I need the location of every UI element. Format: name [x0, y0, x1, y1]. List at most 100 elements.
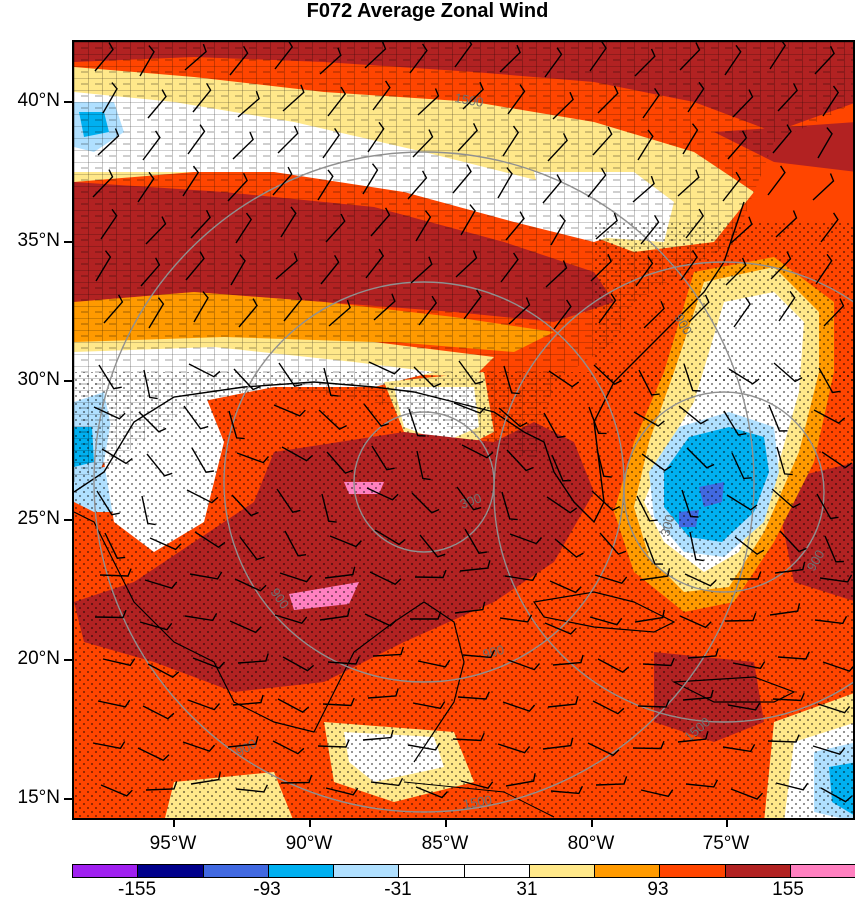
wind-barb — [182, 741, 216, 752]
wind-barb — [599, 532, 627, 555]
wind-barb — [410, 611, 442, 620]
wind-barb — [99, 568, 132, 577]
wind-barb — [638, 369, 660, 396]
wind-barb — [595, 212, 618, 240]
wind-barb — [686, 447, 715, 469]
wind-barb — [191, 447, 215, 473]
wind-barb — [775, 782, 809, 791]
wind-barb — [415, 210, 432, 242]
wind-barb — [460, 204, 476, 236]
wind-barb — [100, 784, 133, 797]
wind-barb — [817, 127, 833, 159]
wind-barb — [456, 486, 482, 511]
hispaniola-coastline — [671, 676, 796, 703]
wind-barb — [506, 449, 534, 472]
wind-barb — [815, 253, 833, 285]
wind-barb — [509, 533, 543, 545]
wind-barb — [228, 410, 245, 440]
wind-barb — [502, 701, 536, 712]
wind-barb — [732, 661, 766, 670]
wind-barb — [722, 744, 756, 753]
wind-barb — [414, 569, 447, 579]
map-title: F072 Average Zonal Wind — [306, 0, 549, 22]
wind-barb — [544, 622, 577, 635]
wind-barb — [140, 257, 161, 287]
wind-barb — [457, 691, 490, 700]
wind-barb — [816, 493, 839, 520]
wind-barb — [595, 776, 628, 786]
wind-barb — [641, 453, 672, 472]
wind-barb — [727, 130, 748, 160]
wind-barb — [820, 787, 853, 803]
wind-barb — [325, 213, 346, 243]
wind-barb — [236, 452, 270, 464]
wind-barb — [371, 445, 395, 471]
wind-barb — [767, 734, 800, 743]
wind-barb — [145, 216, 167, 245]
wind-barb — [464, 528, 488, 554]
wind-barb — [327, 656, 360, 665]
wind-barb — [677, 169, 700, 197]
wind-barb — [146, 453, 173, 477]
wind-barb — [772, 692, 805, 702]
wind-barb — [642, 657, 675, 667]
wind-barb — [407, 742, 441, 751]
wind-barb — [408, 408, 426, 437]
wind-barb — [508, 297, 531, 325]
lon-tick — [173, 820, 175, 827]
wind-barb — [455, 250, 478, 278]
wind-barb — [770, 251, 792, 280]
cuba-coastline — [532, 591, 676, 633]
colorbar-swatch — [333, 864, 400, 878]
wind-barb — [679, 42, 701, 71]
wind-barb — [644, 537, 663, 565]
wind-barb — [681, 489, 699, 518]
wind-barb — [325, 787, 359, 796]
wind-barb — [279, 572, 313, 583]
wind-barb — [822, 85, 840, 117]
wind-barb — [768, 404, 788, 432]
wind-barb — [642, 88, 660, 119]
us-gulf-atlantic-coastline — [74, 201, 745, 524]
wind-barb — [412, 129, 434, 158]
wind-barb — [364, 613, 397, 627]
wind-barb — [278, 362, 303, 387]
lon-label-90w: 90°W — [285, 833, 333, 854]
wind-barb — [596, 448, 612, 478]
wind-barb — [547, 132, 568, 162]
colorbar-swatch — [72, 864, 139, 878]
wind-barb — [412, 701, 446, 710]
wind-barb — [678, 405, 709, 425]
wind-barb — [229, 45, 249, 76]
wind-barb — [275, 252, 298, 280]
wind-barb — [104, 532, 126, 559]
wind-barb — [550, 214, 566, 246]
wind-barb — [498, 407, 528, 428]
lon-tick — [726, 820, 728, 827]
wind-barb — [186, 489, 219, 504]
wind-barb — [94, 609, 127, 619]
wind-barb — [326, 451, 354, 474]
wind-barb — [193, 291, 209, 323]
colorbar-swatch — [463, 864, 530, 878]
wind-barb — [591, 490, 621, 511]
lat-label-30n: 30°N — [17, 369, 60, 390]
wind-barb — [684, 573, 717, 587]
wind-barb — [324, 566, 356, 579]
wind-barb — [102, 82, 118, 114]
lat-label-15n: 15°N — [17, 787, 60, 808]
wind-barb — [682, 689, 714, 701]
lat-label-40n: 40°N — [17, 90, 60, 111]
wind-barb — [411, 492, 440, 514]
wind-barb — [730, 216, 753, 244]
wind-barb — [497, 743, 531, 754]
wind-barb — [687, 648, 719, 659]
wind-barb — [274, 42, 294, 70]
wind-barb — [317, 169, 334, 201]
wind-barb — [461, 444, 494, 459]
lon-tick — [445, 820, 447, 827]
colorbar-swatch — [137, 864, 204, 878]
wind-barb — [373, 293, 396, 321]
wind-barb — [725, 257, 747, 286]
colorbar-swatch — [202, 864, 269, 878]
